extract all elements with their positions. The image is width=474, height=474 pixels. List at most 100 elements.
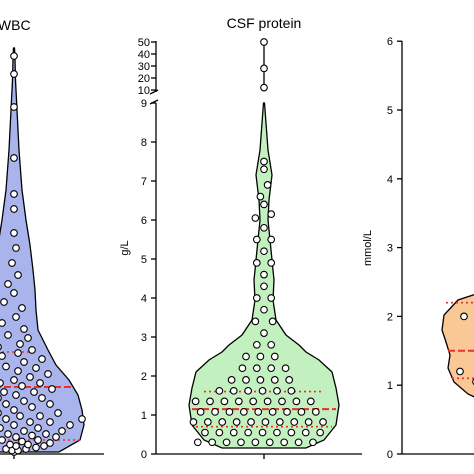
data-point	[0, 394, 2, 402]
data-point	[18, 382, 26, 390]
y-tick-label: 0	[141, 449, 147, 461]
data-point	[14, 367, 22, 375]
data-point	[260, 282, 268, 291]
data-point	[247, 418, 255, 426]
data-point	[252, 294, 261, 302]
data-points	[189, 38, 327, 447]
data-point	[260, 270, 268, 279]
data-point	[0, 319, 6, 327]
data-point	[260, 329, 268, 337]
data-point	[10, 70, 18, 78]
data-point	[311, 408, 320, 416]
data-point	[211, 408, 219, 416]
data-point	[36, 412, 44, 420]
data-point	[189, 418, 198, 426]
data-point	[273, 428, 281, 437]
data-point	[36, 379, 44, 387]
data-point	[242, 352, 250, 361]
data-point	[260, 165, 268, 174]
data-point	[40, 442, 48, 450]
data-point	[273, 386, 281, 395]
data-point	[0, 379, 4, 387]
y-tick-label: 1	[141, 410, 147, 422]
data-point	[260, 83, 268, 92]
data-point	[309, 438, 317, 447]
data-point	[10, 154, 18, 162]
data-point	[14, 349, 22, 357]
data-point	[16, 412, 24, 420]
y-tick-label: 40	[138, 49, 150, 61]
y-tick-label: 5	[387, 105, 393, 117]
data-point	[251, 317, 260, 326]
data-point	[267, 364, 276, 373]
data-point	[30, 388, 38, 396]
data-point	[301, 428, 310, 437]
data-point	[32, 364, 40, 372]
data-point	[260, 64, 268, 73]
data-point	[203, 418, 212, 426]
data-point	[225, 408, 234, 416]
data-point	[26, 418, 34, 426]
data-point	[46, 400, 54, 408]
data-point	[252, 340, 261, 349]
data-point	[46, 439, 54, 447]
data-point	[10, 190, 18, 198]
data-point	[0, 436, 6, 444]
data-point	[270, 376, 279, 384]
y-tick-label: 0	[387, 449, 393, 461]
data-point	[10, 205, 18, 213]
y-tick-label: 2	[387, 311, 393, 323]
data-point	[287, 386, 296, 395]
data-point	[261, 418, 270, 426]
data-point	[215, 428, 224, 437]
data-point	[256, 352, 265, 361]
data-point	[44, 370, 52, 378]
data-point	[0, 409, 2, 417]
data-point	[10, 52, 18, 60]
data-point	[215, 386, 224, 395]
data-point	[34, 424, 42, 432]
data-point	[244, 386, 253, 395]
data-point	[254, 408, 263, 416]
data-point	[267, 210, 276, 218]
data-point	[8, 259, 16, 267]
data-point	[26, 373, 34, 381]
data-point	[191, 397, 200, 406]
data-point	[28, 403, 36, 411]
y-tick-label: 4	[141, 293, 147, 305]
y-tick-label: 50	[138, 37, 150, 49]
data-point	[275, 418, 284, 426]
data-point	[220, 397, 229, 406]
data-point	[18, 437, 26, 446]
data-point	[260, 223, 268, 232]
data-point	[2, 362, 10, 371]
data-point	[10, 229, 18, 237]
data-point	[234, 397, 243, 406]
data-point	[6, 440, 14, 449]
violin-body	[441, 293, 474, 398]
data-point	[42, 430, 50, 438]
data-point	[287, 428, 296, 437]
data-point	[244, 428, 253, 437]
data-point	[28, 346, 36, 354]
data-point	[316, 428, 325, 437]
y-tick-label: 6	[387, 36, 393, 48]
data-point	[10, 103, 18, 111]
data-point	[12, 391, 20, 399]
data-point	[193, 438, 202, 447]
data-point	[258, 386, 267, 395]
data-point	[268, 408, 277, 416]
data-point	[270, 352, 279, 361]
data-point	[260, 247, 268, 256]
data-point	[2, 400, 10, 408]
data-point	[58, 427, 66, 435]
y-tick-label: 10	[138, 85, 150, 97]
data-point	[285, 376, 294, 384]
data-point	[4, 331, 12, 339]
data-point	[260, 200, 268, 209]
data-point	[0, 343, 2, 351]
data-point	[232, 418, 241, 426]
